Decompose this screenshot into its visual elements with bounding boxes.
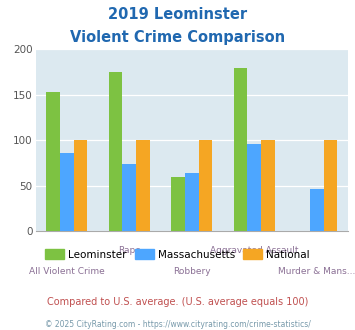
- Text: Murder & Mans...: Murder & Mans...: [278, 267, 355, 276]
- Bar: [46, 92, 60, 231]
- Text: 2019 Leominster: 2019 Leominster: [108, 7, 247, 21]
- Bar: [60, 153, 73, 231]
- Text: Robbery: Robbery: [173, 267, 211, 276]
- Text: © 2025 CityRating.com - https://www.cityrating.com/crime-statistics/: © 2025 CityRating.com - https://www.city…: [45, 320, 310, 329]
- Text: Compared to U.S. average. (U.S. average equals 100): Compared to U.S. average. (U.S. average …: [47, 297, 308, 307]
- Bar: [261, 140, 275, 231]
- Legend: Leominster, Massachusetts, National: Leominster, Massachusetts, National: [41, 245, 314, 264]
- Bar: [136, 140, 150, 231]
- Bar: [323, 140, 337, 231]
- Bar: [171, 178, 185, 231]
- Bar: [122, 164, 136, 231]
- Bar: [310, 189, 323, 231]
- Bar: [247, 144, 261, 231]
- Bar: [185, 173, 198, 231]
- Bar: [73, 140, 87, 231]
- Text: Aggravated Assault: Aggravated Assault: [210, 246, 299, 254]
- Text: Rape: Rape: [118, 246, 141, 254]
- Bar: [198, 140, 212, 231]
- Bar: [234, 68, 247, 231]
- Bar: [109, 72, 122, 231]
- Text: Violent Crime Comparison: Violent Crime Comparison: [70, 30, 285, 45]
- Text: All Violent Crime: All Violent Crime: [29, 267, 105, 276]
